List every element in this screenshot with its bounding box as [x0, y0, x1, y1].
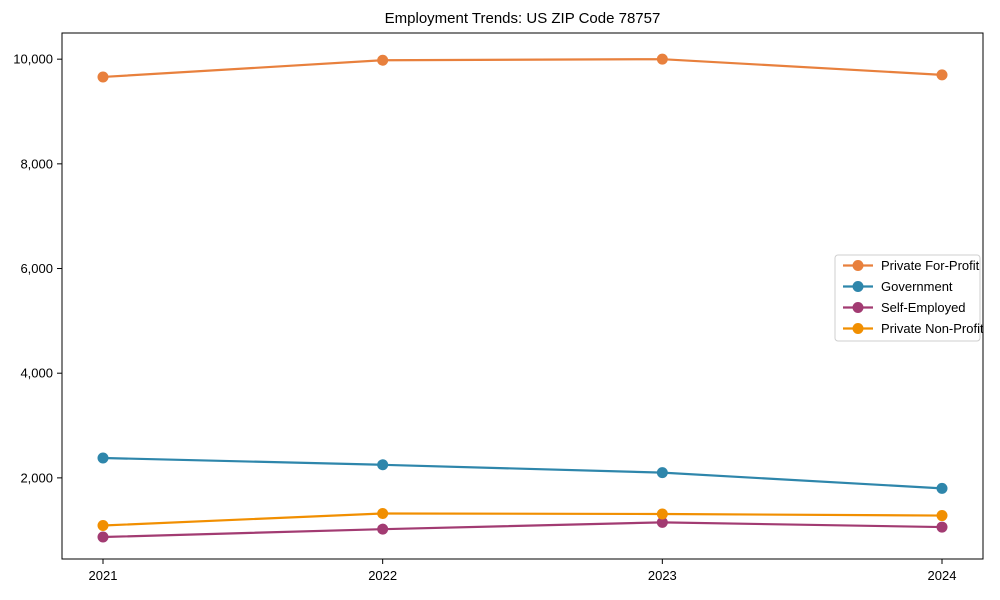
legend-label: Government [881, 279, 953, 294]
series-line-government [102, 456, 943, 490]
series-marker-self-employed [377, 523, 389, 535]
x-tick-label: 2023 [648, 568, 677, 583]
x-tick-label: 2021 [89, 568, 118, 583]
series-marker-self-employed [97, 531, 109, 543]
series-marker-government [936, 482, 948, 494]
legend-label: Self-Employed [881, 300, 966, 315]
series-line-self-employed [102, 521, 943, 539]
series-marker-private-for-profit [936, 69, 948, 81]
legend-marker-icon-private-non-profit [852, 323, 864, 334]
chart-title: Employment Trends: US ZIP Code 78757 [384, 10, 661, 27]
legend-box [834, 254, 981, 342]
x-tick-label: 2022 [368, 568, 397, 583]
y-tick-label: 10,000 [13, 52, 53, 67]
series-marker-private-non-profit [656, 508, 668, 520]
legend-marker-icon-government [852, 281, 864, 292]
series-line-private-non-profit [102, 512, 943, 527]
series-marker-self-employed [656, 516, 668, 528]
series-marker-private-for-profit [656, 53, 668, 65]
series-marker-government [377, 459, 389, 471]
series-marker-private-non-profit [936, 510, 948, 522]
y-tick-label: 8,000 [20, 156, 53, 171]
series-marker-private-non-profit [97, 520, 109, 532]
series-marker-government [97, 452, 109, 464]
series-marker-private-for-profit [97, 71, 109, 83]
series-marker-government [656, 467, 668, 479]
series-marker-private-for-profit [377, 54, 389, 66]
x-tick-label: 2024 [928, 568, 957, 583]
series-marker-self-employed [936, 521, 948, 533]
legend-label: Private Non-Profit [881, 321, 984, 336]
y-tick-label: 2,000 [20, 470, 53, 485]
legend-marker-icon-self-employed [852, 302, 864, 313]
series-line-private-for-profit [102, 58, 943, 79]
series-marker-private-non-profit [377, 507, 389, 519]
y-tick-label: 4,000 [20, 366, 53, 381]
y-tick-label: 6,000 [20, 261, 53, 276]
legend-label: Private For-Profit [881, 258, 980, 273]
plot-frame [61, 32, 984, 560]
legend-marker-icon-private-for-profit [852, 260, 864, 271]
